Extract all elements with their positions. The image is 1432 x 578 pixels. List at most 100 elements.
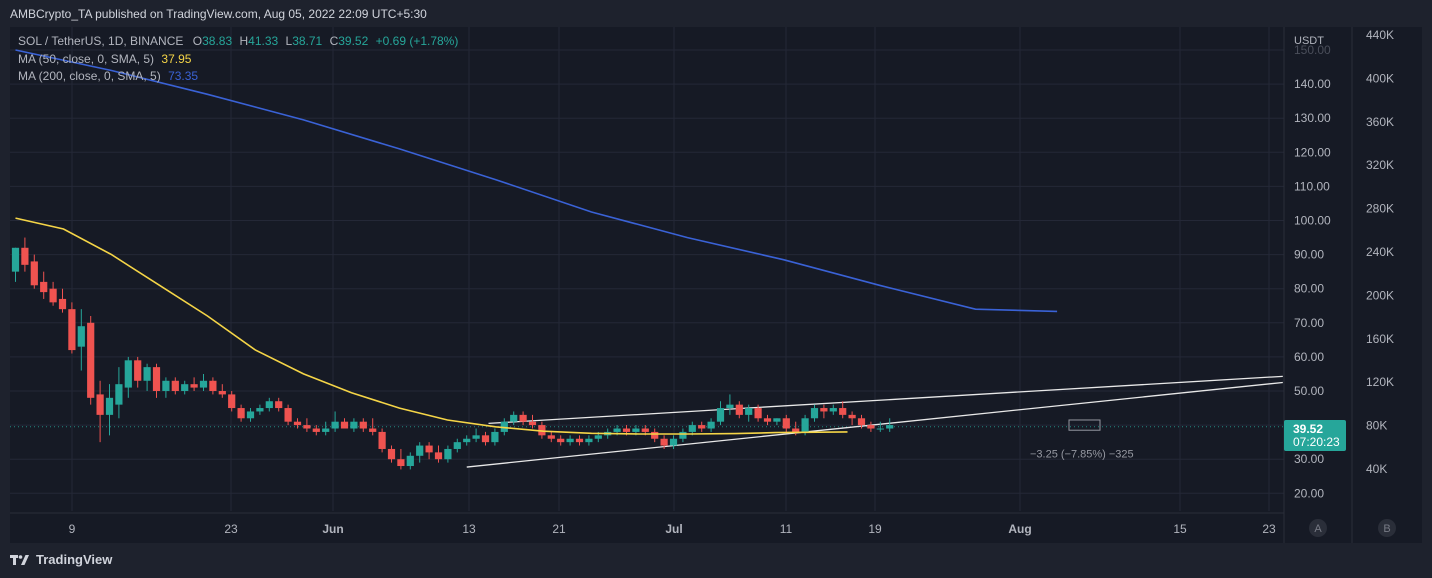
candle — [293, 418, 302, 429]
candle — [312, 425, 320, 436]
legend-change: +0.69 (+1.78%) — [375, 34, 459, 48]
candle — [228, 391, 236, 412]
candle — [886, 418, 894, 432]
measure-label: −3.25 (−7.85%) −325 — [1030, 448, 1134, 460]
candle — [218, 384, 226, 398]
price-tick-label: 140.00 — [1294, 77, 1331, 91]
trendline-upper[interactable] — [488, 375, 1283, 425]
price-tick-label: 90.00 — [1294, 248, 1324, 262]
last-price-badge-bg — [1284, 420, 1346, 451]
candle-body — [303, 425, 311, 429]
candle — [453, 438, 461, 453]
volume-axis-bg — [1352, 27, 1422, 543]
candle — [162, 377, 170, 398]
candle — [40, 271, 48, 299]
candle — [105, 384, 114, 436]
trendline-lower[interactable] — [466, 381, 1283, 468]
legend-ma50[interactable]: MA (50, close, 0, SMA, 5) 37.95 — [18, 52, 191, 66]
candle-body — [754, 408, 762, 419]
candle-body — [716, 408, 725, 422]
candle-body — [810, 408, 819, 419]
candle-body — [115, 384, 123, 405]
candle-body — [632, 428, 640, 432]
candle — [472, 428, 480, 443]
measure-tool: −3.25 (−7.85%) −325 — [1030, 419, 1134, 460]
price-tick-label: 130.00 — [1294, 111, 1331, 125]
price-tick-label: 80.00 — [1294, 282, 1324, 296]
legend-open-label: O — [192, 34, 203, 48]
publisher-line: AMBCrypto_TA published on TradingView.co… — [10, 7, 427, 21]
candle — [726, 394, 734, 415]
legend-ohlc: SOL / TetherUS, 1D, BINANCE O38.83 H41.3… — [18, 34, 458, 48]
legend-low: 38.71 — [292, 34, 323, 48]
candle-body — [275, 401, 283, 409]
candle-body — [557, 438, 565, 443]
legend-ma200[interactable]: MA (200, close, 0, SMA, 5) 73.35 — [18, 69, 198, 83]
candle-body — [792, 428, 800, 432]
ma50-line — [15, 217, 848, 435]
time-tick-label: Jun — [322, 522, 343, 536]
candle-body — [105, 397, 114, 415]
candle-body — [688, 425, 696, 432]
price-axis-unit: USDT — [1294, 35, 1324, 47]
candle — [152, 363, 161, 398]
candle-body — [425, 445, 433, 453]
candle — [406, 452, 414, 470]
time-tick-label: 23 — [224, 522, 238, 536]
candle — [510, 411, 518, 426]
candle — [528, 414, 537, 429]
candle — [688, 421, 696, 436]
chart-area[interactable]: −3.25 (−7.85%) −325 USDT 150.00 140.00 130.… — [10, 27, 1422, 543]
candle-body — [782, 418, 790, 429]
candle — [331, 411, 339, 432]
candle — [434, 445, 443, 463]
candle-body — [49, 288, 57, 303]
scale-b-button-label: B — [1383, 523, 1390, 535]
auto-scale-button[interactable]: A — [1309, 519, 1327, 537]
candle-body — [735, 404, 743, 415]
tradingview-logo-icon — [10, 554, 29, 565]
candle — [265, 397, 273, 412]
scale-b-button-bg[interactable] — [1378, 519, 1396, 537]
scale-b-button[interactable]: B — [1378, 519, 1396, 537]
candle-body — [265, 401, 273, 409]
time-tick-label: 11 — [780, 522, 793, 536]
candle — [124, 356, 132, 398]
candle — [848, 411, 856, 426]
volume-tick-label: 400K — [1366, 71, 1394, 85]
candle-body — [406, 455, 414, 467]
candle — [538, 421, 546, 439]
candle — [519, 411, 527, 426]
candle-body — [152, 367, 161, 391]
candle-body — [21, 247, 29, 265]
candle — [763, 414, 772, 426]
candle-body — [886, 425, 894, 429]
tradingview-footer[interactable]: TradingView — [10, 552, 112, 567]
candle-body — [857, 418, 866, 426]
candle — [30, 254, 38, 289]
candle-body — [190, 384, 198, 388]
volume-tick-label: 40K — [1366, 462, 1387, 476]
candle-body — [585, 438, 593, 443]
candle — [566, 435, 574, 446]
trend-lines[interactable] — [466, 375, 1283, 468]
candle-body — [87, 322, 95, 398]
legend-high: 41.33 — [248, 34, 279, 48]
candle-body — [387, 448, 396, 460]
candle — [181, 380, 189, 395]
candle — [575, 435, 584, 446]
grid — [10, 27, 1284, 511]
candle-body — [171, 380, 179, 391]
candle — [669, 435, 678, 449]
candle-body — [340, 421, 349, 429]
time-tick-label: 23 — [1262, 522, 1276, 536]
legend-open: 38.83 — [202, 34, 233, 48]
candle — [237, 404, 245, 422]
auto-scale-button-bg[interactable] — [1309, 519, 1327, 537]
candle — [209, 377, 217, 395]
candle — [651, 428, 659, 443]
candle-body — [68, 309, 76, 351]
candle-body — [773, 418, 781, 422]
